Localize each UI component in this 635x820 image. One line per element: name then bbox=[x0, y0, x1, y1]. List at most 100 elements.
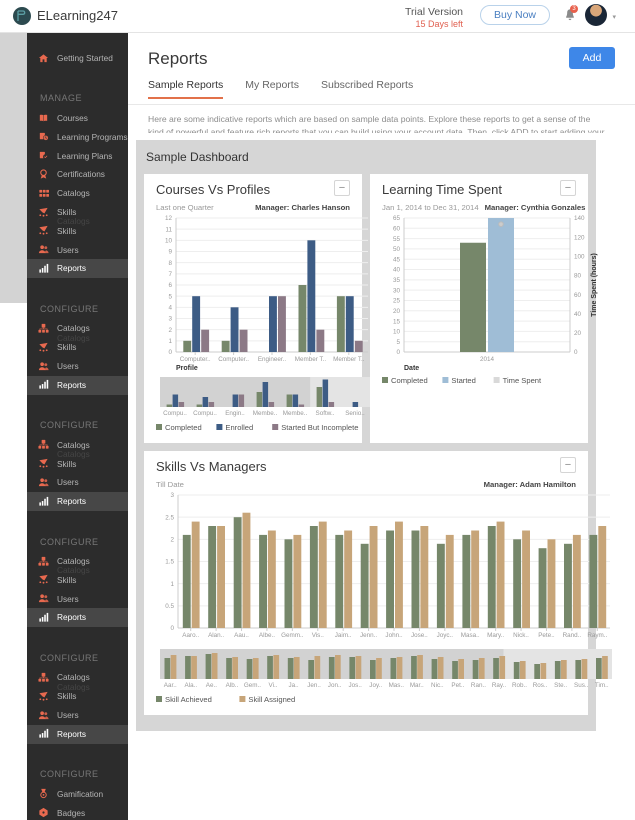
svg-text:5: 5 bbox=[168, 293, 172, 300]
svg-text:Jos..: Jos.. bbox=[349, 682, 363, 689]
svg-text:Nick..: Nick.. bbox=[513, 632, 529, 639]
svg-text:Membe..: Membe.. bbox=[283, 410, 308, 417]
svg-text:120: 120 bbox=[574, 234, 585, 241]
svg-text:10: 10 bbox=[393, 329, 401, 336]
svg-text:140: 140 bbox=[574, 215, 585, 222]
svg-text:Date: Date bbox=[404, 365, 419, 372]
svg-text:Time Spent (hours): Time Spent (hours) bbox=[591, 253, 598, 317]
svg-text:Raym..: Raym.. bbox=[587, 632, 607, 639]
svg-text:Gem..: Gem.. bbox=[244, 682, 261, 689]
svg-text:Rand..: Rand.. bbox=[563, 632, 582, 639]
svg-text:50: 50 bbox=[393, 246, 401, 253]
svg-text:Time Spent: Time Spent bbox=[503, 376, 542, 385]
svg-text:Softw..: Softw.. bbox=[316, 410, 335, 417]
svg-text:10: 10 bbox=[165, 238, 173, 245]
svg-text:Member T..: Member T.. bbox=[333, 356, 365, 363]
svg-text:Engineer..: Engineer.. bbox=[258, 356, 287, 363]
svg-text:2: 2 bbox=[168, 327, 172, 334]
svg-text:0.5: 0.5 bbox=[165, 603, 174, 610]
svg-text:Ros..: Ros.. bbox=[533, 682, 548, 689]
svg-text:15: 15 bbox=[393, 318, 401, 325]
svg-text:60: 60 bbox=[574, 292, 582, 299]
svg-text:3: 3 bbox=[168, 316, 172, 323]
svg-text:2: 2 bbox=[170, 537, 174, 544]
svg-text:65: 65 bbox=[393, 215, 401, 222]
svg-text:7: 7 bbox=[168, 271, 172, 278]
svg-text:35: 35 bbox=[393, 277, 401, 284]
svg-text:0: 0 bbox=[168, 349, 172, 356]
svg-text:Started: Started bbox=[451, 376, 475, 385]
svg-text:Mary..: Mary.. bbox=[487, 632, 504, 639]
svg-text:Nic..: Nic.. bbox=[431, 682, 444, 689]
svg-text:Engin..: Engin.. bbox=[225, 410, 245, 417]
svg-text:Compu..: Compu.. bbox=[163, 410, 187, 417]
svg-text:6: 6 bbox=[168, 282, 172, 289]
svg-text:100: 100 bbox=[574, 253, 585, 260]
svg-text:Alan..: Alan.. bbox=[208, 632, 224, 639]
svg-text:9: 9 bbox=[168, 249, 172, 256]
svg-text:Enrolled: Enrolled bbox=[225, 423, 253, 432]
svg-text:Joy..: Joy.. bbox=[369, 682, 382, 689]
svg-text:Aau..: Aau.. bbox=[234, 632, 249, 639]
svg-text:1: 1 bbox=[170, 581, 174, 588]
svg-text:Ran..: Ran.. bbox=[471, 682, 486, 689]
svg-text:Skill Achieved: Skill Achieved bbox=[165, 695, 212, 704]
svg-text:Vi..: Vi.. bbox=[269, 682, 278, 689]
svg-text:0: 0 bbox=[396, 349, 400, 356]
svg-text:Vis..: Vis.. bbox=[312, 632, 324, 639]
svg-text:Albe..: Albe.. bbox=[259, 632, 275, 639]
svg-text:Gemm..: Gemm.. bbox=[281, 632, 304, 639]
svg-text:Pet..: Pet.. bbox=[451, 682, 464, 689]
svg-text:Member T..: Member T.. bbox=[295, 356, 327, 363]
svg-text:20: 20 bbox=[574, 330, 582, 337]
svg-text:Aaro..: Aaro.. bbox=[182, 632, 199, 639]
svg-text:Jose..: Jose.. bbox=[411, 632, 428, 639]
svg-text:Masa..: Masa.. bbox=[461, 632, 480, 639]
svg-text:Alb..: Alb.. bbox=[226, 682, 239, 689]
svg-text:Ray..: Ray.. bbox=[492, 682, 506, 689]
svg-text:Ja..: Ja.. bbox=[288, 682, 298, 689]
svg-text:55: 55 bbox=[393, 236, 401, 243]
svg-text:80: 80 bbox=[574, 273, 582, 280]
svg-text:Pete..: Pete.. bbox=[538, 632, 555, 639]
svg-text:John..: John.. bbox=[385, 632, 402, 639]
svg-text:30: 30 bbox=[393, 287, 401, 294]
svg-text:Membe..: Membe.. bbox=[253, 410, 278, 417]
svg-text:25: 25 bbox=[393, 298, 401, 305]
svg-text:8: 8 bbox=[168, 260, 172, 267]
svg-text:Ae..: Ae.. bbox=[206, 682, 217, 689]
svg-text:40: 40 bbox=[393, 267, 401, 274]
svg-text:Completed: Completed bbox=[165, 423, 202, 432]
svg-text:Aar..: Aar.. bbox=[164, 682, 177, 689]
svg-text:Ala..: Ala.. bbox=[185, 682, 198, 689]
svg-text:3: 3 bbox=[170, 492, 174, 499]
svg-text:40: 40 bbox=[574, 311, 582, 318]
svg-text:Joyc..: Joyc.. bbox=[437, 632, 454, 639]
svg-text:Skill Assigned: Skill Assigned bbox=[248, 695, 295, 704]
svg-text:Jon..: Jon.. bbox=[328, 682, 342, 689]
svg-text:Rob..: Rob.. bbox=[512, 682, 527, 689]
svg-text:Jenn..: Jenn.. bbox=[360, 632, 377, 639]
svg-text:11: 11 bbox=[165, 226, 172, 233]
svg-text:Profile: Profile bbox=[176, 365, 198, 372]
svg-text:Tim..: Tim.. bbox=[595, 682, 609, 689]
svg-text:12: 12 bbox=[165, 215, 173, 222]
svg-text:1.5: 1.5 bbox=[165, 559, 174, 566]
svg-text:45: 45 bbox=[393, 256, 401, 263]
svg-text:5: 5 bbox=[396, 339, 400, 346]
svg-text:20: 20 bbox=[393, 308, 401, 315]
svg-text:Compu..: Compu.. bbox=[193, 410, 217, 417]
svg-text:0: 0 bbox=[574, 349, 578, 356]
svg-text:Ste..: Ste.. bbox=[554, 682, 567, 689]
svg-text:2.5: 2.5 bbox=[165, 514, 174, 521]
svg-text:Sus..: Sus.. bbox=[574, 682, 589, 689]
svg-text:Mar..: Mar.. bbox=[410, 682, 424, 689]
svg-text:Completed: Completed bbox=[391, 376, 428, 385]
svg-text:60: 60 bbox=[393, 226, 401, 233]
svg-text:Computer..: Computer.. bbox=[218, 356, 249, 363]
svg-text:Computer..: Computer.. bbox=[180, 356, 211, 363]
svg-text:2014: 2014 bbox=[480, 356, 495, 363]
svg-text:Started But Incomplete: Started But Incomplete bbox=[281, 423, 358, 432]
svg-text:Jen..: Jen.. bbox=[307, 682, 321, 689]
svg-text:1: 1 bbox=[168, 338, 172, 345]
